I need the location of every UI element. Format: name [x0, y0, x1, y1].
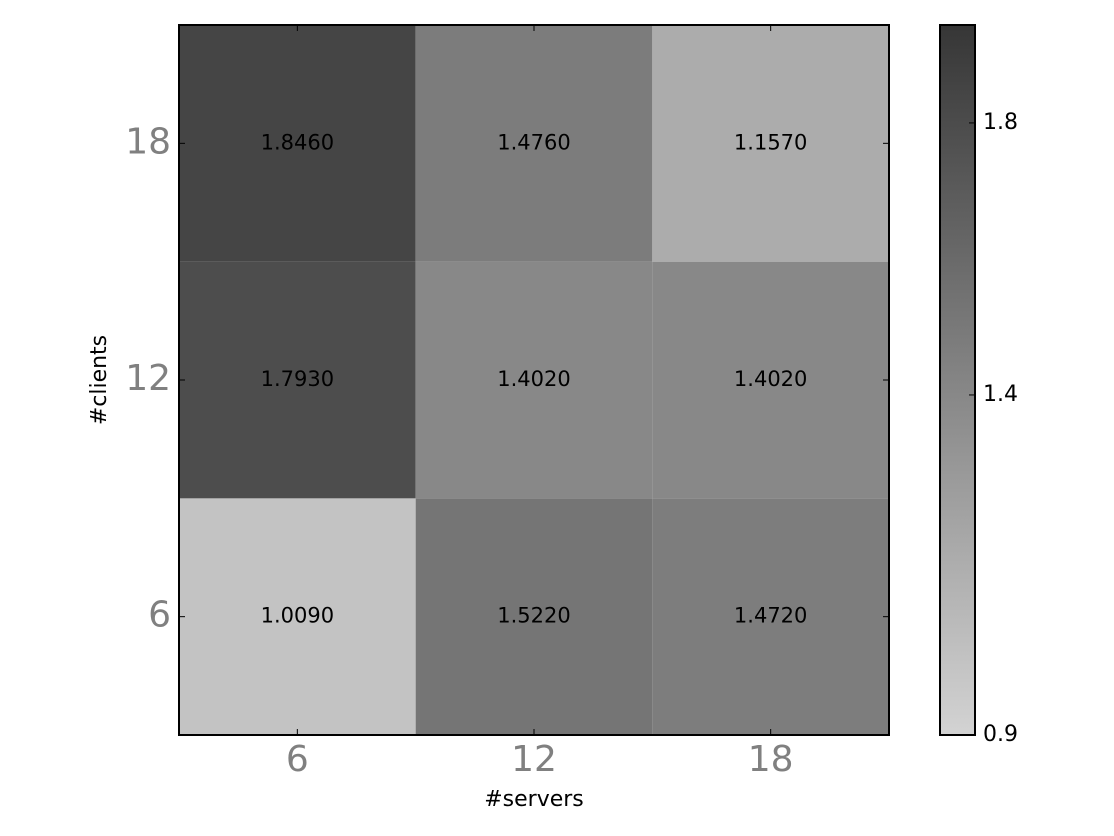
- heatmap-cell: [179, 25, 416, 262]
- heatmap-cell: [415, 498, 653, 735]
- cell-label: 1.4020: [497, 367, 570, 391]
- cell-label: 1.1570: [734, 130, 807, 154]
- colorbar-tick-label: 0.9: [983, 722, 1018, 747]
- cell-label: 1.8460: [261, 130, 334, 154]
- heatmap-cell: [652, 498, 889, 735]
- cell-label: 1.5220: [497, 604, 570, 628]
- cell-label: 1.0090: [261, 604, 334, 628]
- x-axis-label: #servers: [484, 787, 584, 812]
- cell-label: 1.4720: [734, 604, 807, 628]
- x-tick-label: 6: [286, 739, 309, 780]
- y-tick-label: 6: [148, 595, 171, 636]
- heatmap-cell: [179, 261, 416, 499]
- colorbar-tick-label: 1.4: [983, 382, 1018, 407]
- x-tick-label: 12: [511, 739, 557, 780]
- y-tick-label: 12: [125, 358, 171, 399]
- x-tick-label: 18: [748, 739, 794, 780]
- colorbar: [939, 24, 976, 736]
- cell-label: 1.4760: [497, 130, 570, 154]
- cell-label: 1.7930: [261, 367, 334, 391]
- heatmap-cell: [179, 498, 416, 735]
- colorbar-tick-label: 1.8: [983, 110, 1018, 135]
- cell-label: 1.4020: [734, 367, 807, 391]
- heatmap-cell: [652, 261, 889, 499]
- heatmap-cell: [415, 25, 653, 262]
- heatmap-cell: [415, 261, 653, 499]
- y-tick-label: 18: [125, 121, 171, 162]
- y-axis-label: #clients: [87, 335, 112, 425]
- heatmap-cell: [652, 25, 889, 262]
